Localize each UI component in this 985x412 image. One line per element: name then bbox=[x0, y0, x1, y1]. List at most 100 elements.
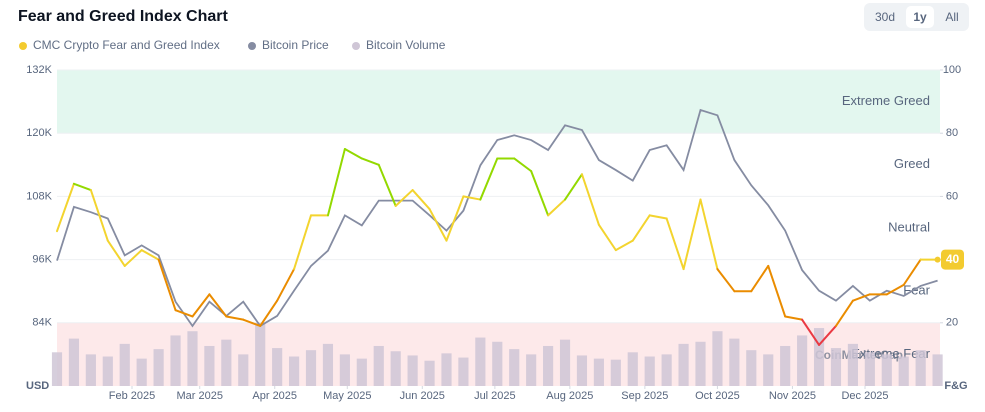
chart-title: Fear and Greed Index Chart bbox=[18, 8, 229, 25]
price-line bbox=[56, 108, 938, 328]
fear-greed-segment bbox=[513, 157, 533, 173]
volume-bar bbox=[407, 355, 418, 386]
y-axis-label: USD bbox=[26, 380, 49, 392]
fear-greed-segment bbox=[902, 258, 922, 286]
volume-bar bbox=[272, 348, 283, 386]
zone-label: Greed bbox=[894, 156, 930, 171]
volume-bar bbox=[390, 351, 401, 386]
volume-bar bbox=[170, 335, 181, 386]
range-selector: 30d 1y All bbox=[864, 3, 969, 31]
fear-greed-segment bbox=[580, 173, 600, 226]
fear-greed-segment bbox=[326, 148, 346, 217]
fear-greed-segment bbox=[767, 264, 787, 318]
fear-greed-segment bbox=[208, 293, 228, 318]
x-tick-label: Apr 2025 bbox=[252, 390, 297, 402]
fear-greed-segment bbox=[834, 299, 854, 327]
x-tick-label: Feb 2025 bbox=[109, 390, 155, 402]
volume-bar bbox=[221, 339, 232, 386]
volume-bar bbox=[288, 356, 300, 386]
volume-bar bbox=[356, 358, 367, 386]
zone-band bbox=[57, 70, 940, 134]
fear-greed-segment bbox=[530, 170, 550, 217]
legend-dot bbox=[19, 42, 27, 50]
y2-tick-label: 20 bbox=[946, 317, 958, 329]
range-button[interactable]: 1y bbox=[913, 10, 927, 24]
fear-greed-segment bbox=[801, 318, 821, 346]
x-tick-label: Dec 2025 bbox=[841, 390, 888, 402]
volume-bar bbox=[695, 341, 706, 386]
volume-bar bbox=[373, 345, 384, 386]
volume-bar bbox=[204, 345, 215, 386]
volume-bar bbox=[475, 337, 486, 386]
fear-greed-segment bbox=[394, 189, 414, 207]
y-tick-label: 96K bbox=[32, 254, 52, 266]
volume-bar bbox=[119, 343, 130, 386]
volume-bar bbox=[238, 354, 249, 386]
y-tick-label: 132K bbox=[26, 64, 52, 76]
fear-greed-segment bbox=[106, 239, 126, 267]
volume-bar bbox=[255, 322, 266, 386]
legend-label: Bitcoin Price bbox=[262, 38, 329, 52]
volume-bar bbox=[509, 349, 520, 386]
fear-greed-segment bbox=[784, 315, 804, 321]
fear-greed-segment bbox=[750, 264, 770, 293]
fear-greed-segment bbox=[360, 157, 380, 166]
volume-bar bbox=[813, 328, 825, 386]
range-button[interactable]: All bbox=[945, 10, 958, 24]
legend-label: Bitcoin Volume bbox=[366, 38, 446, 52]
x-tick-label: Jun 2025 bbox=[400, 390, 445, 402]
x-tick-label: May 2025 bbox=[323, 390, 371, 402]
fear-greed-segment bbox=[818, 324, 837, 346]
volume-bar bbox=[153, 349, 164, 386]
volume-bar bbox=[915, 350, 926, 386]
fear-greed-segment bbox=[614, 239, 634, 252]
value-badge bbox=[941, 249, 964, 270]
volume-bar bbox=[424, 360, 435, 386]
volume-bar bbox=[187, 331, 198, 386]
volume-bar bbox=[864, 352, 875, 386]
volume-bar bbox=[746, 350, 757, 386]
fear-greed-segment bbox=[648, 214, 668, 220]
y-tick-label: 120K bbox=[26, 127, 52, 139]
fear-greed-segment bbox=[276, 268, 296, 302]
volume-bar bbox=[576, 355, 588, 386]
volume-bar bbox=[543, 345, 554, 386]
y2-tick-label: 80 bbox=[946, 127, 958, 139]
volume-bar bbox=[51, 352, 63, 386]
volume-bar bbox=[305, 350, 317, 386]
fear-greed-segment bbox=[631, 214, 651, 242]
fear-greed-segment bbox=[259, 299, 279, 327]
fear-greed-segment bbox=[411, 189, 431, 211]
fear-greed-segment bbox=[665, 217, 685, 271]
legend-label: CMC Crypto Fear and Greed Index bbox=[33, 38, 220, 52]
legend-dot bbox=[352, 42, 360, 50]
x-tick-label: Aug 2025 bbox=[546, 390, 593, 402]
volume-bar bbox=[85, 354, 96, 386]
fear-greed-segment bbox=[445, 195, 465, 242]
volume-bar bbox=[102, 356, 113, 386]
volume-bar bbox=[627, 352, 638, 386]
volume-bar bbox=[526, 354, 537, 386]
x-tick-label: Mar 2025 bbox=[176, 390, 222, 402]
x-tick-label: Sep 2025 bbox=[621, 390, 668, 402]
y2-tick-label: 60 bbox=[946, 190, 958, 202]
x-tick-label: Jul 2025 bbox=[474, 390, 516, 402]
x-tick-label: Nov 2025 bbox=[769, 390, 816, 402]
fear-greed-segment bbox=[716, 268, 736, 293]
fear-greed-segment bbox=[56, 182, 75, 233]
fear-greed-segment bbox=[343, 148, 363, 160]
fear-greed-segment bbox=[293, 214, 313, 271]
fear-greed-segment bbox=[885, 283, 905, 296]
range-active bbox=[906, 6, 934, 28]
volume-bar bbox=[136, 358, 147, 386]
volume-bar bbox=[339, 354, 350, 386]
fear-greed-segment bbox=[72, 182, 92, 192]
fear-greed-segment bbox=[547, 198, 567, 217]
fear-greed-segment bbox=[851, 293, 871, 302]
fear-greed-segment bbox=[191, 293, 211, 318]
range-button[interactable]: 30d bbox=[875, 10, 895, 24]
zone-label: Neutral bbox=[888, 219, 930, 234]
fear-greed-segment bbox=[174, 309, 194, 318]
fear-greed-segment bbox=[140, 249, 160, 261]
